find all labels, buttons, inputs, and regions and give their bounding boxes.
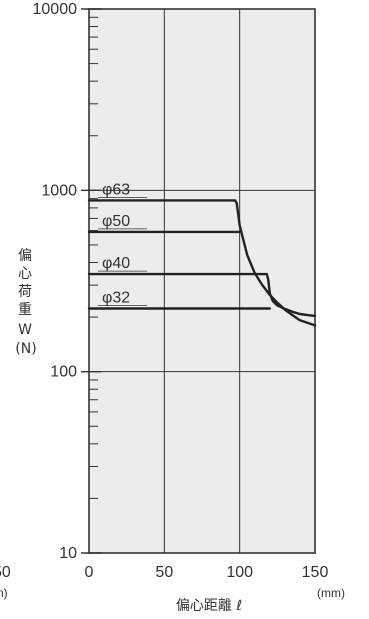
x-tick-label: 150 bbox=[302, 564, 329, 581]
plot-frame bbox=[88, 8, 316, 554]
x-tick-labels: 0 50 100 150 bbox=[85, 564, 329, 581]
y-axis-title-char: 重 bbox=[18, 302, 32, 318]
y-axis-title-char: 荷 bbox=[18, 284, 32, 300]
y-tick-label: 10000 bbox=[33, 1, 78, 18]
y-tick-label: 1000 bbox=[41, 182, 77, 199]
y-axis-title-char: W bbox=[18, 322, 32, 338]
x-tick-label: 100 bbox=[226, 564, 253, 581]
series-label: φ40 bbox=[102, 255, 130, 272]
series-label: φ63 bbox=[102, 181, 130, 198]
plot-area bbox=[89, 9, 315, 553]
series-label: φ50 bbox=[102, 213, 130, 230]
left-cut-tick-label: 50 bbox=[0, 564, 11, 581]
series-line bbox=[87, 199, 317, 327]
y-tick-label: 100 bbox=[50, 364, 77, 381]
grid-lines bbox=[89, 9, 315, 553]
series-lines bbox=[87, 199, 317, 327]
y-axis-title-char: 偏 bbox=[18, 248, 32, 264]
y-axis-title-char: (N) bbox=[15, 341, 36, 357]
x-tick-label: 50 bbox=[155, 564, 173, 581]
x-axis-title: 偏心距離 ℓ bbox=[176, 597, 242, 614]
y-axis-title: 偏 心 荷 重 W (N) bbox=[15, 248, 36, 357]
x-unit-label: (mm) bbox=[317, 586, 345, 600]
y-axis-title-char: 心 bbox=[18, 266, 32, 282]
x-tick-label: 0 bbox=[85, 564, 94, 581]
series-labels: φ63 φ50 φ40 φ32 bbox=[98, 181, 147, 307]
series-line bbox=[87, 272, 317, 318]
left-cut-unit-label: n) bbox=[0, 586, 8, 600]
y-tick-label: 10 bbox=[59, 545, 77, 562]
series-label: φ32 bbox=[102, 290, 130, 307]
y-tick-labels: 10 100 1000 10000 bbox=[33, 1, 78, 562]
